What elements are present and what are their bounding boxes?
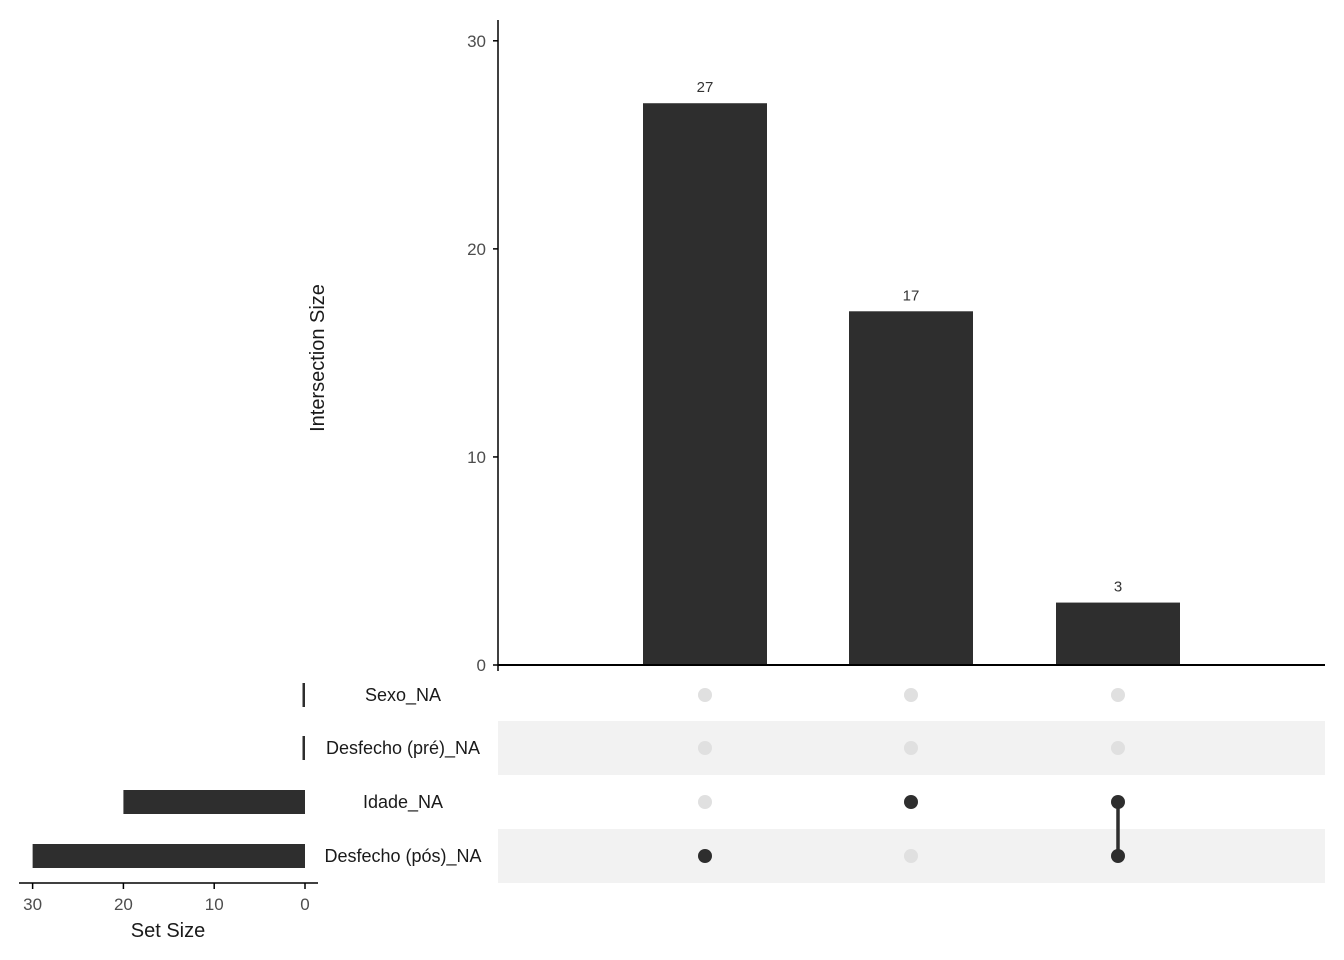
matrix-dot-inactive xyxy=(698,741,712,755)
set-size-axis: 30 20 10 0 xyxy=(19,882,318,914)
matrix-dot-inactive xyxy=(1111,741,1125,755)
set-size-bars xyxy=(32,683,306,868)
set-size-bar xyxy=(32,844,305,868)
set-size-bar xyxy=(302,683,305,707)
set-label: Desfecho (pré)_NA xyxy=(326,738,480,759)
set-size-tick-label: 0 xyxy=(300,895,309,914)
intersection-y-tick-label: 10 xyxy=(467,448,486,467)
intersection-bar-label: 27 xyxy=(697,79,714,96)
matrix-dot-inactive xyxy=(698,795,712,809)
intersection-bars: 27 17 3 xyxy=(643,79,1180,665)
matrix-dot-active xyxy=(1111,849,1125,863)
intersection-bar-label: 17 xyxy=(903,287,920,304)
matrix-dot-active xyxy=(1111,795,1125,809)
intersection-bar xyxy=(1056,602,1180,665)
intersection-axis-title: Intersection Size xyxy=(307,284,329,432)
set-size-tick-label: 20 xyxy=(114,895,133,914)
matrix-dot-active xyxy=(904,795,918,809)
matrix-dot-inactive xyxy=(698,688,712,702)
intersection-y-tick-label: 0 xyxy=(477,656,486,675)
matrix-dot-inactive xyxy=(904,741,918,755)
matrix-dots xyxy=(698,688,1125,863)
matrix-dot-inactive xyxy=(904,849,918,863)
set-size-bar xyxy=(123,790,306,814)
matrix-dot-inactive xyxy=(904,688,918,702)
intersection-y-axis: 0 10 20 30 xyxy=(467,20,1325,675)
intersection-y-tick-label: 30 xyxy=(467,32,486,51)
set-label: Desfecho (pós)_NA xyxy=(324,846,481,867)
set-labels: Sexo_NA Desfecho (pré)_NA Idade_NA Desfecho… xyxy=(324,685,481,867)
set-size-bar xyxy=(302,736,305,760)
set-size-axis-title: Set Size xyxy=(131,920,205,942)
intersection-bar xyxy=(643,103,767,665)
matrix-dot-active xyxy=(698,849,712,863)
intersection-bar xyxy=(849,311,973,665)
intersection-bar-label: 3 xyxy=(1114,579,1122,596)
set-label: Sexo_NA xyxy=(365,685,441,706)
set-label: Idade_NA xyxy=(363,792,443,813)
set-size-tick-label: 30 xyxy=(23,895,42,914)
set-size-tick-label: 10 xyxy=(205,895,224,914)
intersection-y-tick-label: 20 xyxy=(467,240,486,259)
matrix-dot-inactive xyxy=(1111,688,1125,702)
